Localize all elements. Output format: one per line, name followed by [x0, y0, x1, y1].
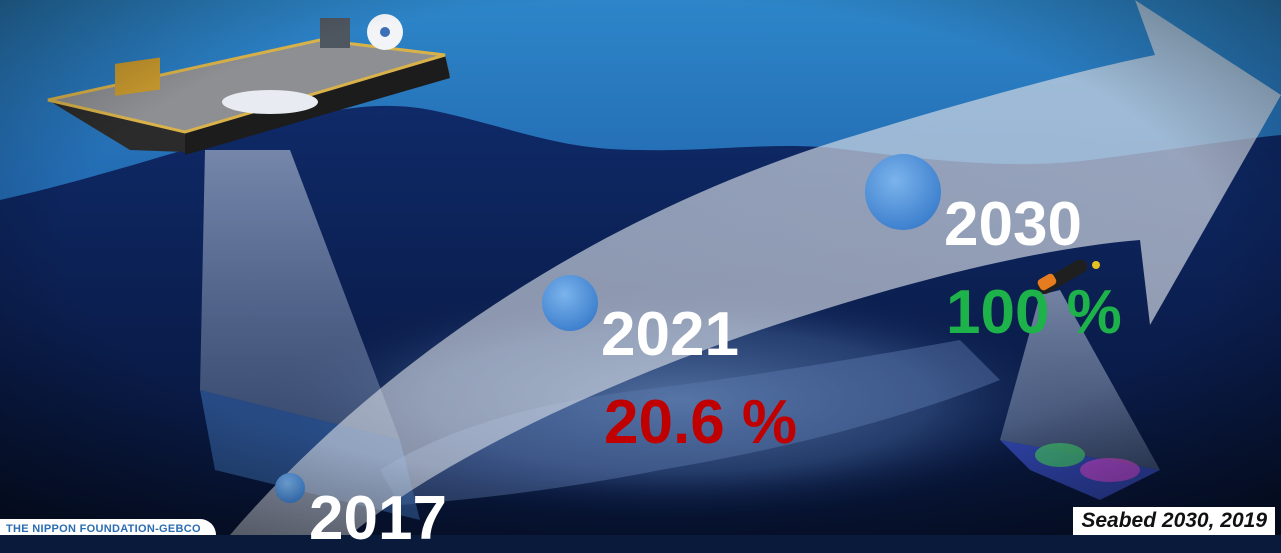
milestone-year-2021: 2021: [601, 300, 739, 369]
milestone-year-2017: 2017: [309, 484, 447, 553]
nippon-gebco-logo: THE NIPPON FOUNDATION-GEBCO: [0, 519, 216, 535]
milestone-coverage-2030: 100 %: [946, 278, 1122, 347]
vignette: [0, 0, 1281, 535]
image-credit: Seabed 2030, 2019: [1073, 507, 1275, 535]
milestone-year-2030: 2030: [944, 190, 1082, 259]
ocean-scene: [0, 0, 1281, 535]
milestone-coverage-2021: 20.6 %: [604, 388, 798, 457]
